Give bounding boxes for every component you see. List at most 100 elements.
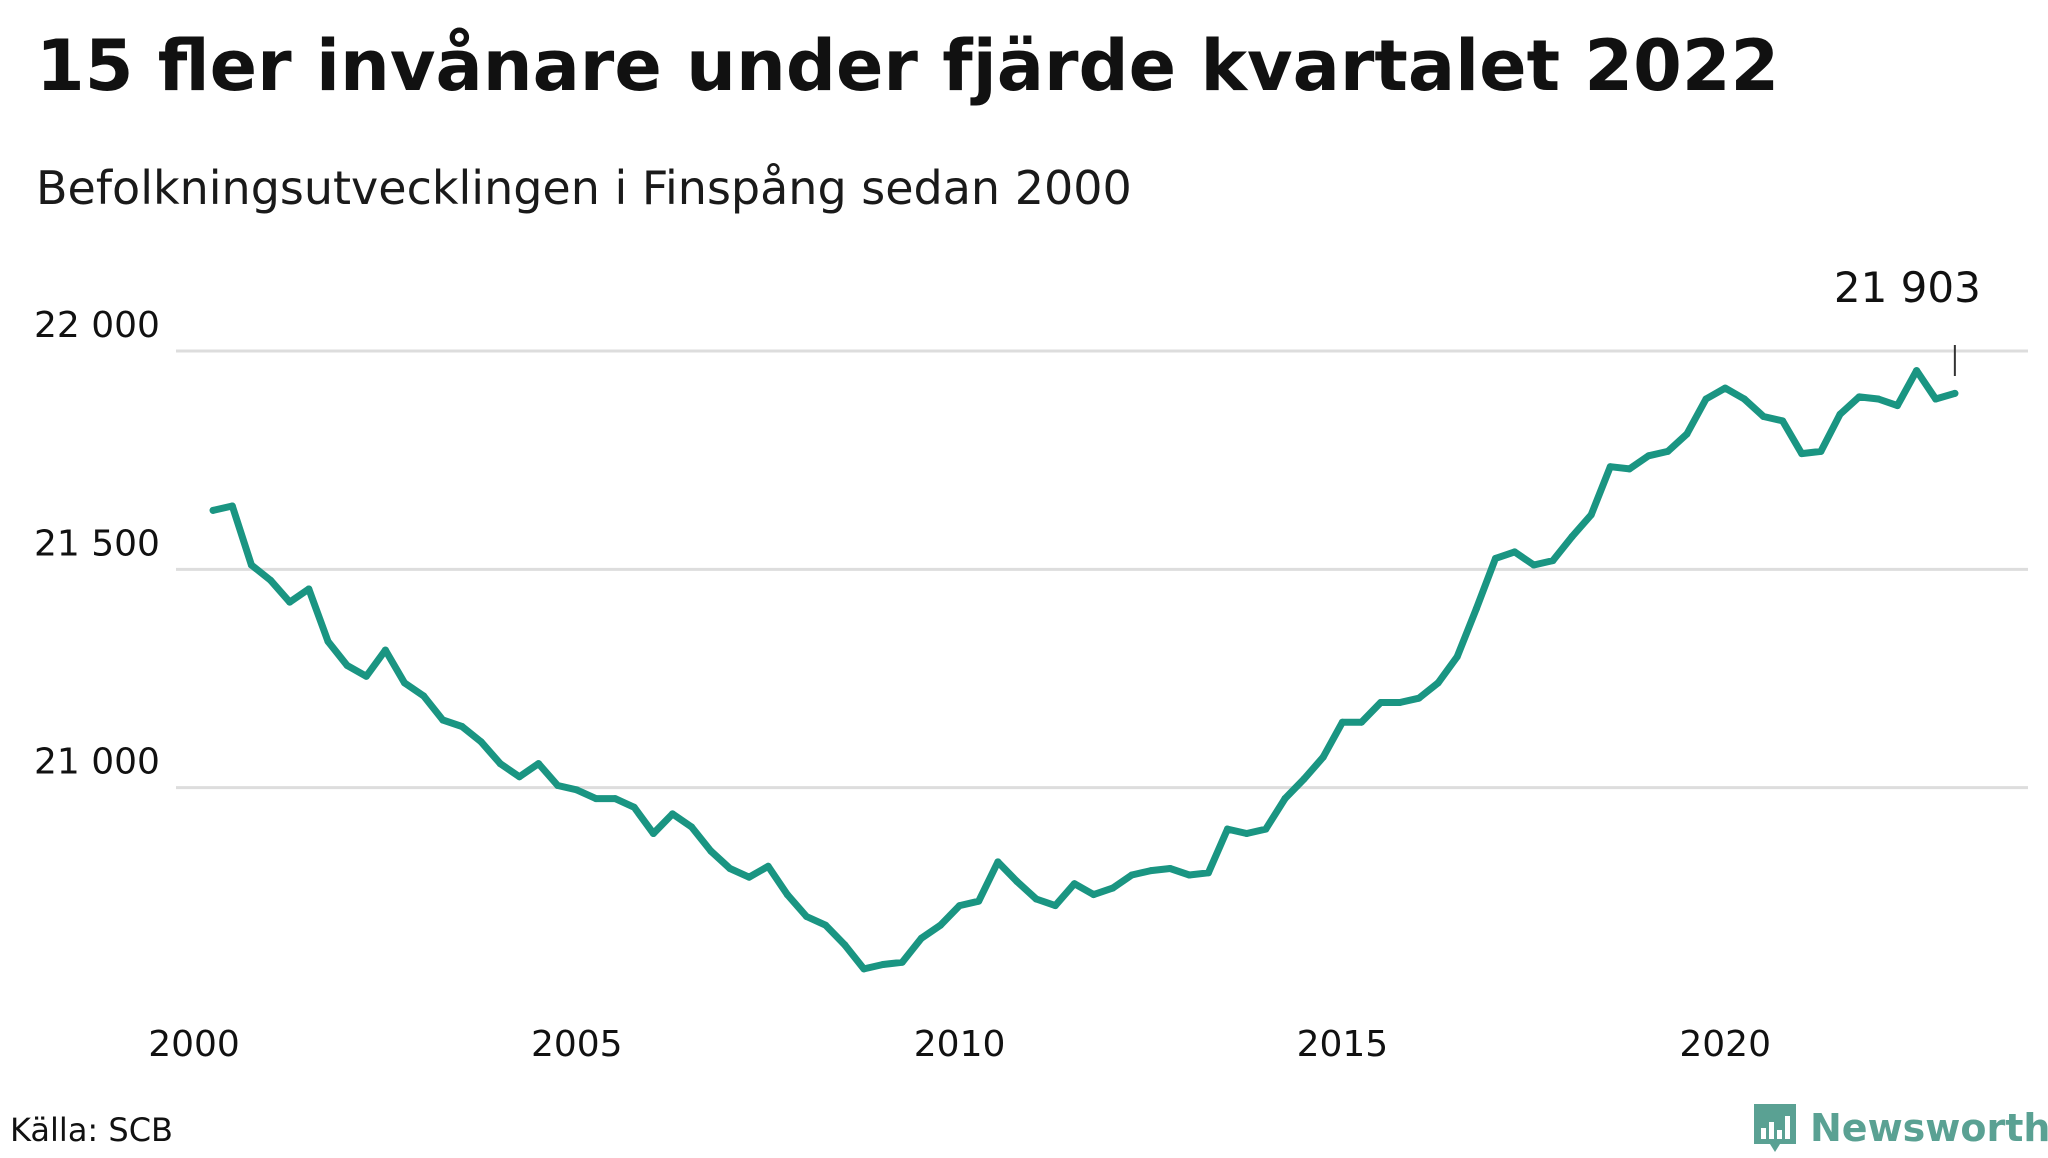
x-tick-label: 2015 bbox=[1297, 1024, 1389, 1065]
data-point bbox=[649, 830, 657, 837]
annotation-label: 21 903 bbox=[1834, 263, 1981, 312]
data-point bbox=[1185, 871, 1193, 879]
x-tick-label: 2005 bbox=[531, 1024, 623, 1065]
data-point bbox=[726, 865, 734, 872]
brand-name: Newsworthy bbox=[1810, 1106, 2048, 1150]
data-point bbox=[458, 723, 466, 730]
bar-chart-badge-icon bbox=[1754, 1104, 1796, 1152]
data-point bbox=[1683, 430, 1691, 438]
data-point bbox=[1319, 753, 1327, 761]
data-point bbox=[228, 502, 236, 510]
series-line-group bbox=[209, 367, 1959, 973]
grid-lines bbox=[176, 349, 2028, 790]
data-point bbox=[1568, 533, 1576, 541]
chart-subtitle: Befolkningsutvecklingen i Finspång sedan… bbox=[36, 161, 1132, 215]
data-point bbox=[1626, 465, 1633, 473]
data-point bbox=[401, 679, 408, 687]
data-point bbox=[898, 958, 906, 966]
data-point bbox=[381, 646, 389, 654]
series-line bbox=[209, 367, 1959, 973]
data-point bbox=[209, 506, 217, 514]
data-point bbox=[1932, 395, 1940, 403]
data-point bbox=[783, 891, 791, 899]
data-point bbox=[1530, 561, 1538, 569]
data-point bbox=[1166, 865, 1174, 872]
x-tick-label: 2020 bbox=[1679, 1024, 1771, 1065]
data-point bbox=[917, 934, 925, 942]
data-point bbox=[860, 965, 868, 973]
data-point bbox=[1338, 718, 1346, 726]
data-point bbox=[707, 847, 715, 855]
data-point bbox=[1874, 395, 1882, 403]
data-point bbox=[630, 803, 638, 811]
data-point bbox=[1358, 718, 1365, 726]
data-point bbox=[956, 902, 964, 910]
data-point bbox=[1070, 880, 1078, 888]
data-point bbox=[1243, 830, 1251, 837]
data-point bbox=[1855, 393, 1863, 401]
data-point bbox=[1951, 389, 1959, 397]
data-point bbox=[1721, 384, 1729, 392]
data-point bbox=[1740, 395, 1748, 403]
data-point bbox=[669, 810, 676, 818]
data-point bbox=[1147, 867, 1155, 875]
data-point bbox=[841, 941, 849, 949]
data-point bbox=[1013, 878, 1021, 885]
data-point bbox=[267, 576, 275, 584]
data-point bbox=[745, 873, 753, 881]
x-axis-tick-labels: 2000 2005 2010 2015 2020 bbox=[148, 1024, 1771, 1065]
data-point bbox=[764, 862, 772, 870]
data-point bbox=[1204, 869, 1212, 877]
data-point bbox=[324, 637, 332, 645]
data-point bbox=[1032, 895, 1040, 903]
y-tick-label: 21 500 bbox=[34, 523, 160, 564]
data-point bbox=[975, 897, 983, 905]
data-point bbox=[1760, 413, 1767, 420]
data-point bbox=[822, 921, 830, 929]
data-point bbox=[1281, 795, 1289, 803]
data-point bbox=[994, 858, 1002, 866]
data-point bbox=[477, 738, 485, 746]
data-point bbox=[1913, 367, 1921, 375]
data-point bbox=[592, 795, 600, 803]
data-point bbox=[1549, 557, 1557, 565]
data-point bbox=[1817, 447, 1825, 455]
data-point bbox=[1051, 902, 1059, 910]
data-point bbox=[573, 786, 581, 794]
data-point bbox=[1224, 825, 1231, 833]
data-point bbox=[1109, 884, 1117, 892]
data-point bbox=[1472, 605, 1480, 613]
data-point bbox=[1377, 699, 1385, 706]
data-point bbox=[1645, 452, 1653, 460]
data-point bbox=[535, 760, 542, 768]
data-point bbox=[1128, 871, 1136, 879]
source-note: Källa: SCB bbox=[10, 1111, 173, 1149]
data-point bbox=[688, 823, 696, 831]
data-point bbox=[362, 672, 370, 680]
data-point bbox=[1587, 511, 1595, 519]
y-tick-label: 21 000 bbox=[34, 742, 160, 783]
data-point bbox=[515, 773, 523, 781]
data-point bbox=[343, 661, 351, 669]
data-point bbox=[305, 585, 313, 593]
data-point bbox=[1836, 410, 1844, 418]
data-point bbox=[1492, 554, 1499, 562]
data-point bbox=[1702, 395, 1710, 403]
data-point bbox=[286, 598, 294, 606]
y-tick-label: 22 000 bbox=[34, 305, 160, 346]
data-point bbox=[1262, 825, 1270, 833]
chart-title: 15 fler invånare under fjärde kvartalet … bbox=[36, 25, 1780, 107]
data-point bbox=[1511, 548, 1519, 556]
x-tick-label: 2000 bbox=[148, 1024, 240, 1065]
data-point bbox=[879, 961, 887, 968]
last-value-annotation-group: 21 903 bbox=[1834, 263, 1981, 376]
data-point bbox=[1396, 699, 1404, 706]
data-point bbox=[1090, 891, 1098, 899]
data-point bbox=[1300, 775, 1308, 783]
data-point bbox=[1606, 463, 1614, 471]
data-point bbox=[247, 561, 255, 569]
data-point bbox=[1779, 417, 1787, 425]
data-point bbox=[1893, 402, 1901, 410]
data-point bbox=[439, 716, 447, 724]
